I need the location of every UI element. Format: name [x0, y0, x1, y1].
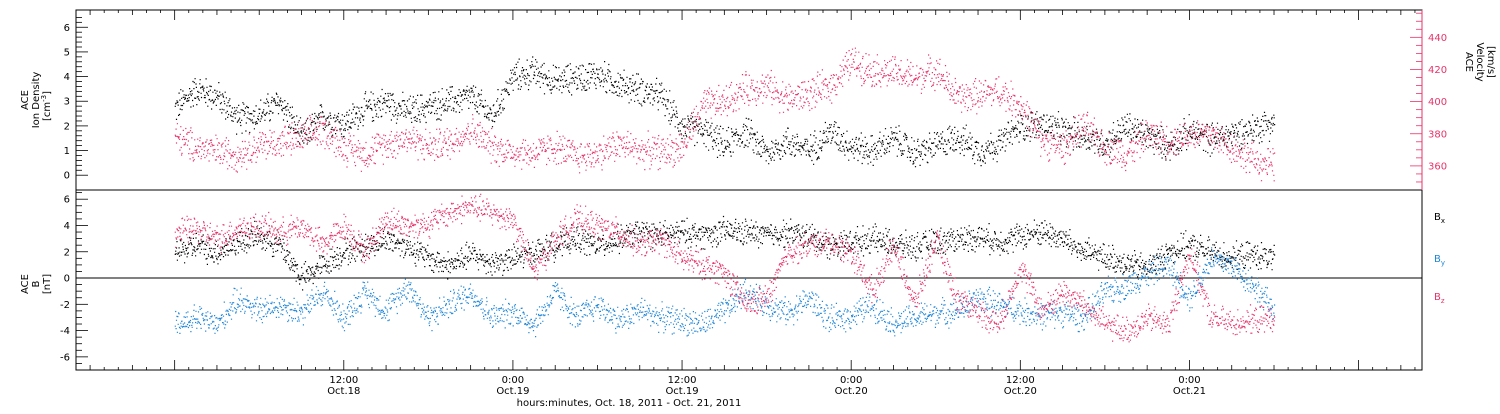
y-tick-label: 2 [64, 121, 70, 132]
legend-item-bx: Bx [1434, 212, 1445, 225]
y-axis-title-right-line: Velocity [1474, 42, 1485, 81]
legend-label: B [1434, 212, 1441, 223]
y-axis-title-line: ACE [20, 274, 31, 294]
x-tick-label: Oct.19 [665, 386, 698, 397]
y-tick-label: 4 [64, 72, 70, 83]
x-tick-label: 0:00 [502, 375, 524, 386]
y-tick-label: 0 [64, 274, 70, 285]
series-black-points [174, 56, 1276, 168]
legend-item-by: By [1434, 254, 1445, 267]
x-tick-label: Oct.19 [496, 386, 529, 397]
y-axis-title-line: [nT] [42, 274, 53, 294]
legend-label: B [1434, 254, 1441, 265]
y-tick-label: -2 [60, 300, 70, 311]
y-tick-label: 3 [64, 97, 70, 108]
y-axis-title-left: ACEIon Density[cm-3] [20, 72, 53, 129]
x-tick-label: Oct.20 [835, 386, 868, 397]
y-axis-title-sup: -3 [40, 95, 48, 102]
y-axis-title-right: ACEVelocity[km/s] [1463, 42, 1496, 81]
y-axis-title-right-line: [km/s] [1485, 46, 1496, 78]
y-axis-title-line: B [31, 280, 42, 287]
series-b-pink-points [174, 193, 1276, 343]
legend-label: B [1434, 292, 1441, 303]
y-axis-title-line: ] [42, 91, 53, 95]
x-tick-label: Oct.20 [1004, 386, 1037, 397]
x-tick-label: 12:00 [329, 375, 358, 386]
y-right-tick-label: 400 [1428, 97, 1447, 108]
y-tick-label: 5 [64, 47, 70, 58]
legend-subscript: x [1441, 217, 1445, 225]
x-tick-label: 0:00 [1178, 375, 1200, 386]
y-tick-label: 2 [64, 247, 70, 258]
y-axis-title-right-line: ACE [1463, 52, 1474, 72]
x-axis: 12:00Oct.180:00Oct.1912:00Oct.190:00Oct.… [75, 10, 1416, 409]
y-axis-title-line: ACE [20, 90, 31, 110]
x-tick-label: Oct.18 [327, 386, 360, 397]
y-axis-title-line: [cm [42, 102, 53, 121]
y-tick-label: -4 [60, 326, 70, 337]
x-axis-title: hours:minutes, Oct. 18, 2011 - Oct. 21, … [517, 398, 742, 409]
legend-item-bz: Bz [1434, 292, 1445, 305]
y-tick-label: -6 [60, 352, 70, 363]
y-right-tick-label: 380 [1428, 129, 1447, 140]
x-tick-label: 0:00 [840, 375, 862, 386]
y-tick-label: 6 [64, 195, 70, 206]
series-b-black-points [174, 215, 1276, 291]
legend-subscript: z [1441, 297, 1445, 305]
legend-subscript: y [1441, 259, 1445, 267]
y-tick-label: 1 [64, 146, 70, 157]
series-pink-points [174, 47, 1276, 182]
x-tick-label: 12:00 [1006, 375, 1035, 386]
y-tick-label: 0 [64, 171, 70, 182]
y-axis-title-left-b: ACEB[nT] [20, 274, 53, 294]
y-tick-label: 6 [64, 23, 70, 34]
y-right-tick-label: 360 [1428, 161, 1447, 172]
x-tick-label: Oct.21 [1173, 386, 1206, 397]
y-right-tick-label: 420 [1428, 65, 1447, 76]
y-tick-label: 4 [64, 221, 70, 232]
y-axis-title-line: Ion Density [31, 72, 42, 129]
x-tick-label: 12:00 [668, 375, 697, 386]
y-right-tick-label: 440 [1428, 33, 1447, 44]
